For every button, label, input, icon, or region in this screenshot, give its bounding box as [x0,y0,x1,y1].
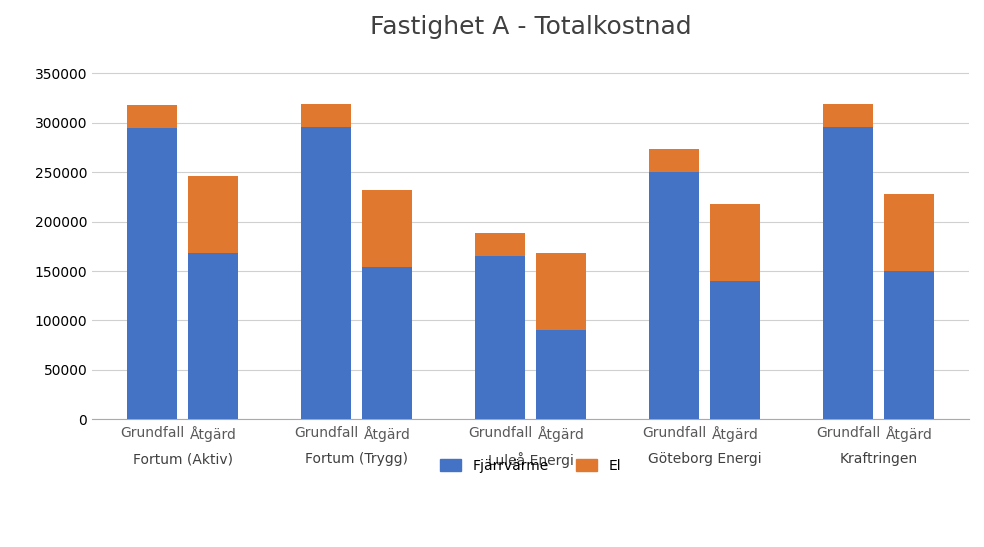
Bar [709,281,760,420]
Bar [301,126,351,420]
Title: Fastighet A - Totalkostnad: Fastighet A - Totalkostnad [370,15,692,39]
Bar [536,330,586,420]
Bar [823,104,873,126]
Bar [884,194,934,271]
Bar [475,234,525,256]
Bar [823,126,873,420]
Bar [649,172,700,420]
Bar [127,127,177,420]
Bar [188,253,238,420]
Bar [709,204,760,281]
Text: Göteborg Energi: Göteborg Energi [647,452,762,466]
Bar [475,256,525,420]
Legend: Fjärrvärme, El: Fjärrvärme, El [435,453,627,478]
Text: Fortum (Trygg): Fortum (Trygg) [305,452,408,466]
Bar [127,105,177,127]
Text: Fortum (Aktiv): Fortum (Aktiv) [133,452,232,466]
Bar [536,253,586,330]
Bar [362,267,412,420]
Text: Luleå Energi: Luleå Energi [488,452,574,468]
Text: Kraftringen: Kraftringen [839,452,918,466]
Bar [362,190,412,267]
Bar [884,271,934,420]
Bar [301,104,351,126]
Bar [188,176,238,253]
Bar [649,149,700,172]
